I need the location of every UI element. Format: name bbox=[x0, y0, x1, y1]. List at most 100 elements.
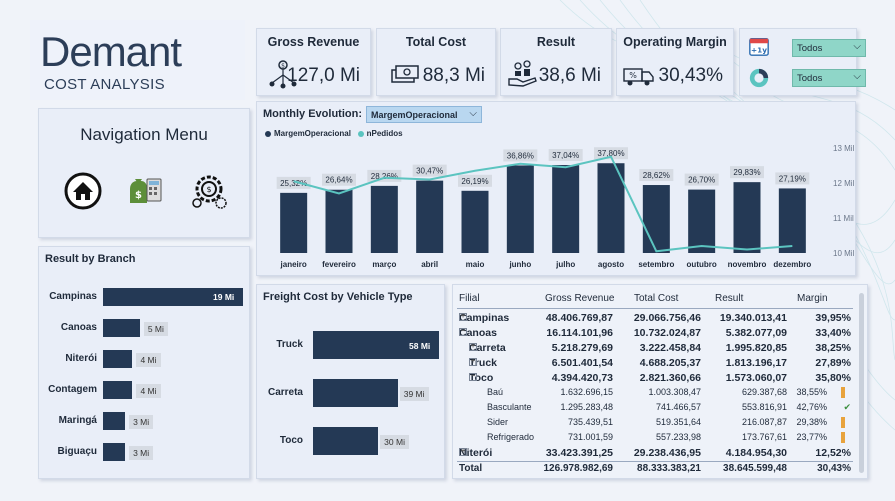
data-label-bg bbox=[684, 173, 719, 186]
svg-text:+1y: +1y bbox=[751, 45, 767, 54]
margin-bar[interactable] bbox=[370, 185, 398, 253]
branch-bar[interactable] bbox=[103, 412, 126, 430]
table-row-vehicle-subtype[interactable]: Sider 735.439,51 519.351,64 216.087,87 29,38… bbox=[457, 416, 853, 431]
home-icon[interactable] bbox=[63, 171, 103, 211]
margin-bar[interactable] bbox=[506, 165, 534, 253]
branch-value-label: 3 Mi bbox=[129, 415, 154, 429]
table-row-vehicle-type[interactable]: + Carreta 5.218.279,69 3.222.458,84 1.995.82… bbox=[457, 341, 853, 356]
margin-data-label: 26,19% bbox=[461, 177, 488, 186]
collapse-icon[interactable]: − bbox=[459, 328, 467, 336]
month-tick-label: setembro bbox=[638, 260, 674, 269]
margin-data-label: 28,26% bbox=[371, 172, 398, 181]
y2-tick-label: 12 Mil bbox=[833, 179, 855, 188]
monthly-chart-title: Monthly Evolution: bbox=[263, 108, 362, 120]
margin-bar[interactable] bbox=[597, 163, 625, 253]
branch-bar-row[interactable]: Campinas 19 Mi bbox=[45, 287, 245, 307]
col-header-gross-revenue[interactable]: Gross Revenue bbox=[545, 293, 615, 304]
margin-bar[interactable] bbox=[280, 192, 308, 253]
freight-bar[interactable] bbox=[313, 427, 379, 455]
branch-bar-row[interactable]: Niterói 4 Mi bbox=[45, 349, 245, 369]
month-tick-label: fevereiro bbox=[322, 260, 356, 269]
freight-bar-row[interactable]: Carreta 39 Mi bbox=[263, 379, 443, 407]
freight-bar-row[interactable]: Truck 58 Mi bbox=[263, 331, 443, 359]
margin-bar[interactable] bbox=[642, 185, 670, 253]
expand-icon[interactable]: + bbox=[459, 448, 467, 456]
margin-bar[interactable] bbox=[325, 189, 353, 253]
collapse-icon[interactable]: − bbox=[469, 373, 477, 381]
branch-bar[interactable] bbox=[103, 443, 126, 461]
table-row-branch[interactable]: + Campinas 48.406.769,87 29.066.756,46 19.34… bbox=[457, 311, 853, 326]
margin-data-label: 29,83% bbox=[733, 168, 760, 177]
table-row-vehicle-subtype[interactable]: Basculante 1.295.283,48 741.466,57 553.816,… bbox=[457, 401, 853, 416]
branch-bar[interactable] bbox=[103, 319, 140, 337]
check-icon: ✔ bbox=[843, 402, 851, 412]
kpi-title: Gross Revenue bbox=[267, 35, 360, 49]
table-cell-filial: Total bbox=[459, 463, 482, 474]
warning-bar-icon bbox=[841, 387, 845, 398]
logo-panel: Demant COST ANALYSIS bbox=[30, 20, 245, 100]
freight-bar[interactable] bbox=[313, 331, 439, 359]
branch-bar-row[interactable]: Contagem 4 Mi bbox=[45, 380, 245, 400]
margin-data-label: 26,64% bbox=[325, 176, 352, 185]
branch-bar-row[interactable]: Canoas 5 Mi bbox=[45, 318, 245, 338]
col-header-filial[interactable]: Filial bbox=[459, 293, 480, 304]
branch-value-label: 4 Mi bbox=[136, 384, 161, 398]
measure-selector-dropdown[interactable]: MargemOperacional ⌵ bbox=[366, 106, 482, 123]
margin-bar[interactable] bbox=[733, 182, 761, 253]
col-header-margin[interactable]: Margin bbox=[797, 293, 828, 304]
navigation-panel: Navigation Menu $ $ bbox=[38, 108, 250, 238]
margin-data-label: 28,62% bbox=[643, 171, 670, 180]
kpi-total-cost: Total Cost 88,3 Mi bbox=[376, 28, 496, 96]
month-tick-label: julho bbox=[555, 260, 575, 269]
table-cell-filial: − Canoas bbox=[459, 327, 497, 339]
branch-bar-row[interactable]: Biguaçu 3 Mi bbox=[45, 442, 245, 462]
settings-gear-icon[interactable]: $ bbox=[189, 171, 229, 211]
finance-icon[interactable]: $ bbox=[125, 171, 165, 211]
period-filter-value: Todos bbox=[797, 73, 823, 84]
branch-label: Biguaçu bbox=[57, 446, 97, 457]
table-cell-filial: + Niterói bbox=[459, 447, 492, 459]
table-row-branch[interactable]: + Niterói 33.423.391,25 29.238.436,95 4.184.… bbox=[457, 446, 853, 461]
table-total-row[interactable]: Total 126.978.982,69 88.333.383,21 38.645.5… bbox=[457, 461, 853, 476]
expand-icon[interactable]: + bbox=[469, 358, 477, 366]
npedidos-line[interactable] bbox=[293, 155, 793, 253]
branch-value-label: 5 Mi bbox=[143, 322, 168, 336]
table-row-vehicle-subtype[interactable]: Baú 1.632.696,15 1.003.308,47 629.387,68 38,… bbox=[457, 386, 853, 401]
year-filter-dropdown[interactable]: Todos ⌵ bbox=[792, 39, 866, 57]
period-filter-dropdown[interactable]: Todos ⌵ bbox=[792, 69, 866, 87]
table-row-branch[interactable]: − Canoas 16.114.101,96 10.732.024,87 5.382.0… bbox=[457, 326, 853, 341]
margin-bar[interactable] bbox=[461, 190, 489, 253]
branch-bar-row[interactable]: Maringá 3 Mi bbox=[45, 411, 245, 431]
table-cell-filial: Baú bbox=[487, 387, 503, 397]
table-cell-gr: 5.218.279,69 bbox=[551, 342, 613, 354]
svg-text:$: $ bbox=[135, 190, 142, 201]
branch-panel-title: Result by Branch bbox=[45, 253, 136, 265]
freight-bar-row[interactable]: Toco 30 Mi bbox=[263, 427, 443, 455]
margin-data-label: 25,32% bbox=[280, 179, 307, 188]
svg-text:$: $ bbox=[206, 185, 211, 194]
branch-label: Contagem bbox=[48, 384, 97, 395]
kpi-value: 127,0 Mi bbox=[287, 65, 360, 86]
margin-bar[interactable] bbox=[778, 188, 806, 253]
expand-icon[interactable]: + bbox=[459, 313, 467, 321]
row-label: Basculante bbox=[487, 402, 532, 412]
freight-bar[interactable] bbox=[313, 379, 398, 407]
margin-bar[interactable] bbox=[688, 189, 716, 253]
table-row-vehicle-subtype[interactable]: Refrigerado 731.001,59 557.233,98 173.767,6… bbox=[457, 431, 853, 446]
table-row-vehicle-type[interactable]: − Toco 4.394.420,73 2.821.360,66 1.573.060,0… bbox=[457, 371, 853, 386]
expand-icon[interactable]: + bbox=[469, 343, 477, 351]
branch-bar[interactable] bbox=[103, 350, 133, 368]
table-cell-gr: 4.394.420,73 bbox=[551, 372, 613, 384]
branch-bar[interactable] bbox=[103, 288, 243, 306]
table-cell-res: 5.382.077,09 bbox=[725, 327, 787, 339]
margin-bar[interactable] bbox=[416, 180, 444, 253]
table-scrollbar[interactable] bbox=[859, 293, 864, 473]
margin-bar[interactable] bbox=[552, 165, 580, 253]
col-header-result[interactable]: Result bbox=[715, 293, 744, 304]
col-header-total-cost[interactable]: Total Cost bbox=[634, 293, 679, 304]
table-cell-gr: 16.114.101,96 bbox=[546, 327, 613, 339]
table-row-vehicle-type[interactable]: + Truck 6.501.401,54 4.688.205,37 1.813.196,… bbox=[457, 356, 853, 371]
branch-bar[interactable] bbox=[103, 381, 133, 399]
kpi-title: Total Cost bbox=[405, 35, 467, 49]
warning-bar-icon bbox=[841, 432, 845, 443]
